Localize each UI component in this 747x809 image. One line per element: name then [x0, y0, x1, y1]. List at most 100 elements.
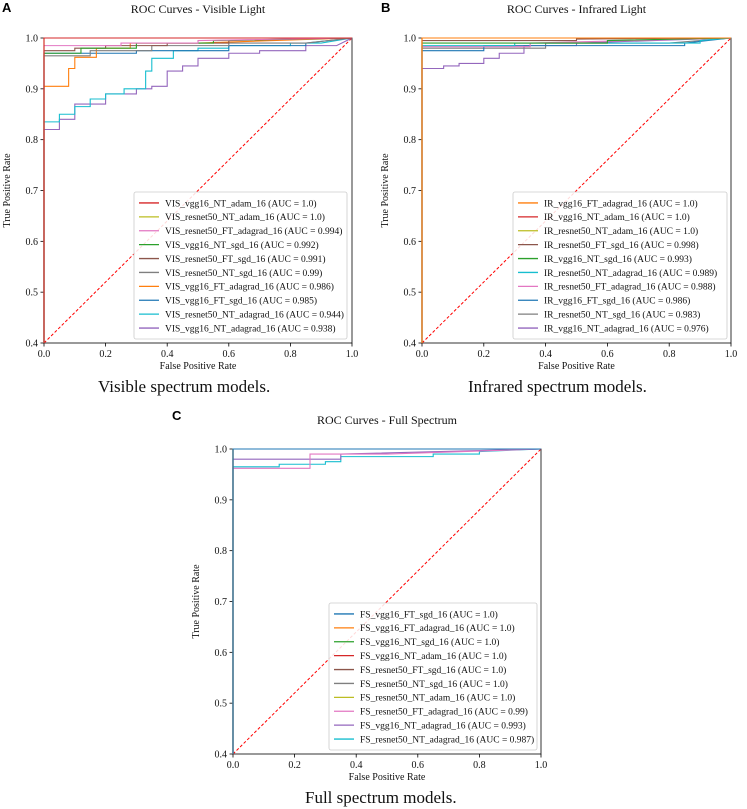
x-tick-label: 0.2 [288, 760, 301, 771]
legend-entry: IR_resnet50_NT_sgd_16 (AUC = 0.983) [544, 309, 700, 320]
chart-panel-c: C ROC Curves - Full Spectrum 0.0 0.2 0.4 0.6 0… [172, 408, 547, 783]
legend-entry: IR_resnet50_NT_adam_16 (AUC = 1.0) [544, 226, 698, 237]
x-tick-label: 1.0 [535, 760, 548, 771]
y-tick-label: 1.0 [404, 34, 417, 45]
y-tick-label: 1.0 [26, 34, 39, 45]
x-tick-label: 1.0 [346, 349, 359, 360]
roc-curve-line [421, 37, 731, 343]
panel-letter-b: B [381, 0, 390, 15]
y-tick-label: 0.5 [215, 699, 228, 710]
x-axis-label-b: False Positive Rate [538, 361, 615, 372]
chart-title-c: ROC Curves - Full Spectrum [317, 413, 458, 427]
y-tick-label: 0.9 [404, 84, 417, 95]
caption-infrared: Infrared spectrum models. [468, 377, 647, 396]
y-tick-label: 0.8 [26, 135, 39, 146]
chart-title-a: ROC Curves - Visible Light [131, 2, 266, 16]
y-tick-label: 0.9 [26, 84, 39, 95]
legend-entry: VIS_vgg16_NT_adam_16 (AUC = 1.0) [165, 198, 317, 209]
chart-panel-a: A ROC Curves - Visible Light 0.0 0.2 0.4 0.6 0… [2, 0, 358, 372]
roc-curve-line [43, 37, 353, 343]
caption-full: Full spectrum models. [305, 788, 457, 807]
roc-curve-line [43, 37, 352, 343]
y-tick-label: 1.0 [215, 445, 228, 456]
y-tick-label: 0.7 [404, 186, 417, 197]
x-tick-label: 0.2 [99, 349, 112, 360]
y-axis-label-b: True Positive Rate [380, 153, 391, 228]
panel-letter-c: C [172, 408, 182, 423]
y-tick-label: 0.4 [404, 339, 417, 350]
legend-entry: VIS_resnet50_FT_adagrad_16 (AUC = 0.994) [165, 226, 342, 237]
legend-entry: FS_vgg16_NT_sgd_16 (AUC = 1.0) [360, 637, 499, 648]
x-axis-label-a: False Positive Rate [160, 361, 237, 372]
legend-entry: FS_vgg16_FT_adagrad_16 (AUC = 1.0) [360, 623, 515, 634]
legend-entry: VIS_vgg16_FT_sgd_16 (AUC = 0.985) [165, 296, 317, 307]
legend-entry: FS_resnet50_NT_sgd_16 (AUC = 1.0) [360, 679, 508, 690]
x-tick-label: 0.6 [223, 349, 236, 360]
y-axis-label-c: True Positive Rate [191, 564, 202, 639]
chance-diagonal [232, 448, 542, 755]
x-tick-label: 0.8 [284, 349, 297, 360]
chance-diagonal [43, 37, 353, 344]
y-tick-label: 0.7 [215, 597, 228, 608]
y-tick-label: 0.5 [404, 288, 417, 299]
chance-diagonal [421, 37, 732, 344]
legend-entry: VIS_vgg16_FT_adagrad_16 (AUC = 0.986) [165, 282, 334, 293]
x-tick-label: 0.2 [478, 349, 491, 360]
panel-letter-a: A [2, 0, 12, 15]
legend-entry: VIS_resnet50_NT_adam_16 (AUC = 1.0) [165, 212, 325, 223]
legend-entry: VIS_resnet50_FT_sgd_16 (AUC = 0.991) [165, 254, 326, 265]
y-tick-label: 0.6 [215, 648, 228, 659]
y-tick-label: 0.6 [26, 237, 39, 248]
x-tick-label: 1.0 [725, 349, 738, 360]
x-tick-label: 0.6 [412, 760, 425, 771]
x-axis-label-c: False Positive Rate [349, 772, 426, 783]
roc-curve-line [43, 37, 353, 343]
y-tick-label: 0.8 [215, 546, 228, 557]
y-axis-label-a: True Positive Rate [2, 153, 13, 228]
legend-entry: FS_resnet50_FT_adagrad_16 (AUC = 0.99) [360, 707, 528, 718]
y-tick-label: 0.5 [26, 288, 39, 299]
x-tick-label: 0.0 [38, 349, 51, 360]
legend-entry: IR_vgg16_FT_sgd_16 (AUC = 0.986) [544, 296, 690, 307]
legend-entry: VIS_vgg16_NT_sgd_16 (AUC = 0.992) [165, 240, 319, 251]
legend-entry: FS_resnet50_NT_adam_16 (AUC = 1.0) [360, 693, 515, 704]
chart-panel-b: B ROC Curves - Infrared Light 0.0 0.2 0.4 0.6… [380, 0, 737, 372]
legend-box-a [133, 191, 348, 340]
y-tick-label: 0.7 [26, 186, 39, 197]
legend-entry: IR_vgg16_NT_sgd_16 (AUC = 0.993) [544, 254, 692, 265]
legend-entry: VIS_resnet50_NT_adagrad_16 (AUC = 0.944) [165, 309, 344, 320]
legend-entry: IR_vgg16_FT_adagrad_16 (AUC = 1.0) [544, 198, 698, 209]
y-tick-label: 0.9 [215, 495, 228, 506]
x-tick-label: 0.4 [161, 349, 174, 360]
legend-box-c [328, 602, 538, 751]
roc-curve-line [232, 448, 541, 754]
legend-entry: IR_resnet50_FT_sgd_16 (AUC = 0.998) [544, 240, 699, 251]
legend-entry: VIS_vgg16_NT_adagrad_16 (AUC = 0.938) [165, 323, 336, 334]
x-tick-label: 0.8 [473, 760, 486, 771]
x-tick-label: 0.4 [539, 349, 552, 360]
legend-entry: FS_vgg16_FT_sgd_16 (AUC = 1.0) [360, 609, 498, 620]
legend-entry: FS_resnet50_FT_sgd_16 (AUC = 1.0) [360, 665, 506, 676]
y-tick-label: 0.4 [26, 339, 39, 350]
x-tick-label: 0.4 [350, 760, 363, 771]
legend-entry: IR_resnet50_NT_adagrad_16 (AUC = 0.989) [544, 268, 717, 279]
legend-entry: IR_vgg16_NT_adam_16 (AUC = 1.0) [544, 212, 690, 223]
y-tick-label: 0.8 [404, 135, 417, 146]
legend-box-b [512, 191, 728, 340]
y-tick-label: 0.4 [215, 750, 228, 761]
roc-curve-line [43, 37, 353, 343]
x-tick-label: 0.0 [227, 760, 240, 771]
y-tick-label: 0.6 [404, 237, 417, 248]
legend-entry: FS_vgg16_NT_adam_16 (AUC = 1.0) [360, 651, 507, 662]
x-tick-label: 0.6 [601, 349, 614, 360]
legend-entry: IR_vgg16_NT_adagrad_16 (AUC = 0.976) [544, 323, 709, 334]
legend-entry: IR_resnet50_FT_adagrad_16 (AUC = 0.988) [544, 282, 716, 293]
legend-entry: VIS_resnet50_NT_sgd_16 (AUC = 0.99) [165, 268, 322, 279]
x-tick-label: 0.8 [663, 349, 676, 360]
legend-entry: FS_vgg16_NT_adagrad_16 (AUC = 0.993) [360, 720, 526, 731]
legend-entry: FS_resnet50_NT_adagrad_16 (AUC = 0.987) [360, 734, 534, 745]
roc-curve-line [232, 448, 542, 754]
x-tick-label: 0.0 [416, 349, 429, 360]
chart-title-b: ROC Curves - Infrared Light [507, 2, 647, 16]
